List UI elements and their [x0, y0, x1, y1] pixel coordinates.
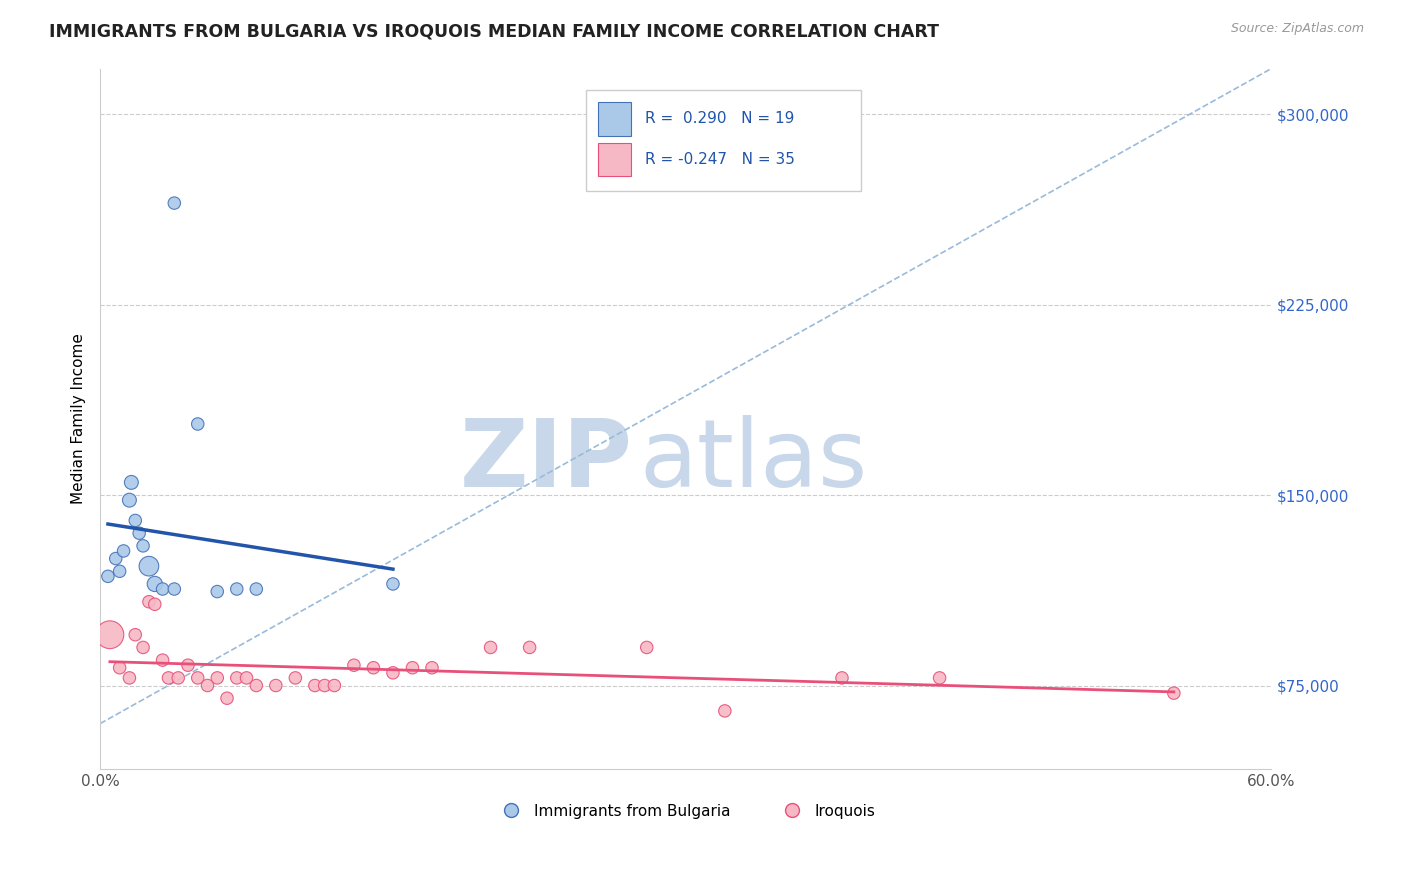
- Point: [381, 665, 404, 680]
- Point: [343, 658, 366, 673]
- Point: [108, 564, 131, 578]
- Text: ZIP: ZIP: [460, 415, 633, 507]
- Point: [167, 671, 190, 685]
- Point: [519, 640, 541, 655]
- Point: [112, 544, 135, 558]
- Point: [235, 671, 257, 685]
- Y-axis label: Median Family Income: Median Family Income: [72, 334, 86, 504]
- Bar: [598, 103, 631, 136]
- Point: [104, 551, 127, 566]
- Point: [831, 671, 853, 685]
- Point: [928, 671, 950, 685]
- Point: [143, 577, 166, 591]
- Point: [207, 671, 229, 685]
- Point: [163, 196, 186, 211]
- Text: R = -0.247   N = 35: R = -0.247 N = 35: [645, 153, 794, 167]
- Point: [118, 671, 141, 685]
- Point: [245, 679, 267, 693]
- Point: [284, 671, 307, 685]
- Text: Source: ZipAtlas.com: Source: ZipAtlas.com: [1230, 22, 1364, 36]
- Point: [132, 539, 155, 553]
- Point: [97, 569, 120, 583]
- Point: [152, 653, 174, 667]
- Point: [163, 582, 186, 596]
- Point: [187, 671, 209, 685]
- Point: [124, 628, 146, 642]
- Point: [225, 671, 247, 685]
- Point: [152, 582, 174, 596]
- Text: atlas: atlas: [638, 415, 868, 507]
- Point: [636, 640, 658, 655]
- Point: [245, 582, 267, 596]
- Point: [225, 582, 247, 596]
- Point: [124, 513, 146, 527]
- Point: [381, 577, 404, 591]
- Point: [304, 679, 326, 693]
- Point: [323, 679, 346, 693]
- Point: [314, 679, 336, 693]
- Point: [120, 475, 142, 490]
- Point: [177, 658, 200, 673]
- Point: [157, 671, 180, 685]
- Text: IMMIGRANTS FROM BULGARIA VS IROQUOIS MEDIAN FAMILY INCOME CORRELATION CHART: IMMIGRANTS FROM BULGARIA VS IROQUOIS MED…: [49, 22, 939, 40]
- Point: [98, 628, 121, 642]
- Point: [714, 704, 737, 718]
- Legend: Immigrants from Bulgaria, Iroquois: Immigrants from Bulgaria, Iroquois: [489, 797, 882, 825]
- Point: [207, 584, 229, 599]
- Point: [1163, 686, 1185, 700]
- Point: [187, 417, 209, 431]
- Point: [138, 559, 160, 574]
- Point: [132, 640, 155, 655]
- Point: [215, 691, 238, 706]
- Point: [143, 597, 166, 611]
- Text: R =  0.290   N = 19: R = 0.290 N = 19: [645, 112, 794, 127]
- Point: [128, 526, 150, 541]
- Point: [264, 679, 287, 693]
- Point: [479, 640, 502, 655]
- Point: [197, 679, 219, 693]
- Bar: [598, 143, 631, 177]
- Point: [420, 661, 443, 675]
- Point: [108, 661, 131, 675]
- Point: [401, 661, 423, 675]
- Point: [363, 661, 385, 675]
- Point: [138, 595, 160, 609]
- FancyBboxPatch shape: [586, 89, 862, 191]
- Point: [118, 493, 141, 508]
